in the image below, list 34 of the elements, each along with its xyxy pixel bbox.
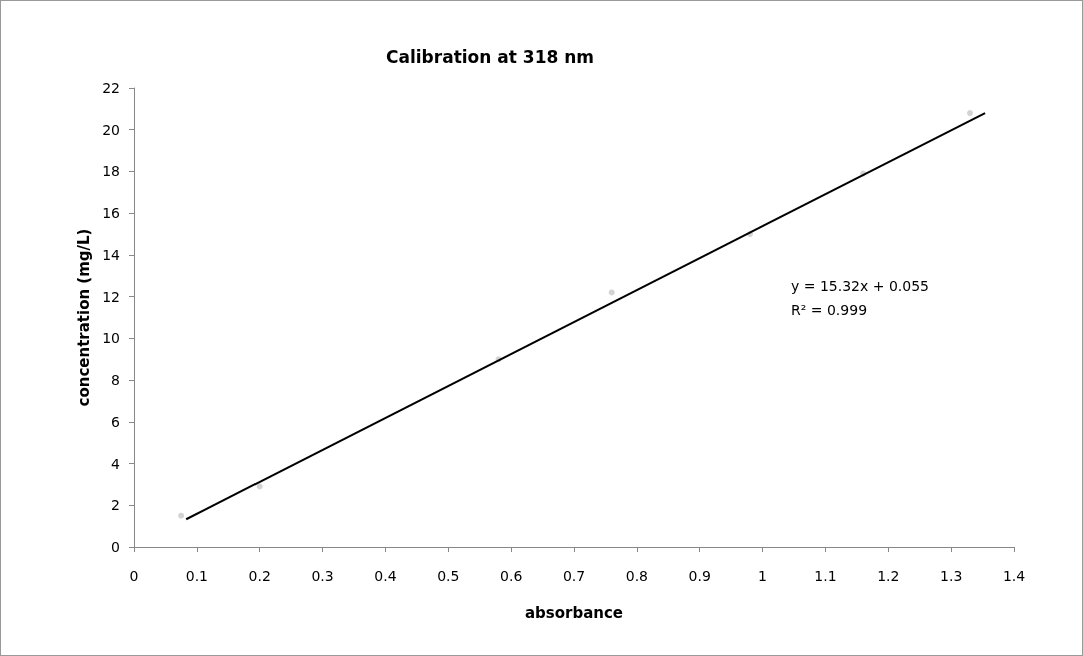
x-tick-label: 0 [129, 568, 139, 584]
x-tick-label: 0.1 [185, 568, 208, 584]
y-tick-label: 18 [102, 163, 120, 180]
y-tick-label: 14 [102, 246, 121, 263]
y-tick-label: 8 [111, 372, 120, 389]
annotation: R² = 0.999 [790, 302, 868, 318]
x-tick-label: 1.3 [940, 568, 963, 584]
x-tick-label: 1.1 [814, 568, 837, 584]
x-tick-label: 1.4 [1002, 568, 1026, 584]
x-tick-label: 0.4 [374, 568, 397, 584]
point [178, 512, 185, 519]
x-tick-label: 0.5 [437, 568, 460, 584]
y-tick-label: 20 [102, 121, 120, 138]
y-tick-label: 22 [102, 80, 120, 96]
x-tick-label: 0.7 [562, 568, 586, 584]
annotation: y = 15.32x + 0.055 [791, 278, 929, 294]
x-tick-label: 0.2 [248, 568, 271, 584]
y-axis-title: concentration (mg/L) [74, 228, 93, 407]
y-tick-label: 4 [111, 455, 121, 472]
y-tick-label: 12 [102, 288, 120, 305]
x-tick-label: 0.9 [688, 568, 711, 584]
y-tick-label: 0 [111, 539, 120, 555]
x-tick-label: 1.2 [877, 568, 900, 584]
point [967, 110, 973, 117]
y-tick-label: 16 [102, 205, 121, 222]
chart-title: Calibration at 318 nm [386, 46, 595, 67]
y-tick-label: 10 [102, 330, 120, 347]
x-tick-label: 0.8 [625, 568, 648, 584]
x-axis-title: absorbance [524, 603, 624, 622]
y-tick-label: 6 [111, 413, 121, 430]
y-tick-label: 2 [111, 497, 120, 514]
x-tick-label: 0.3 [311, 568, 334, 584]
x-tick-label: 1 [758, 568, 768, 584]
x-tick-label: 0.6 [500, 568, 523, 584]
